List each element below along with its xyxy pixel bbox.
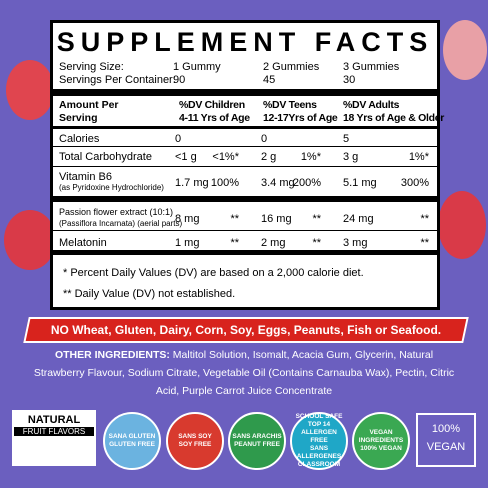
daily-value: **	[230, 237, 239, 249]
row-sublabel: (Passiflora Incarnata) (aerial parts)	[59, 219, 183, 228]
column-header: Amount Per	[59, 99, 119, 111]
amount: 2 g	[261, 151, 277, 163]
column-header: 12-17Yrs of Age	[263, 112, 338, 124]
column-header: %DV Adults	[343, 99, 400, 111]
serving-text: 2 Gummies	[263, 61, 320, 73]
daily-value: <1%*	[212, 151, 239, 163]
row-label: Vitamin B6	[59, 171, 112, 183]
serving-text: 1 Gummy	[173, 61, 221, 73]
column-header: %DV Children	[179, 99, 245, 111]
badge: NATURAL FRUIT FLAVORS	[12, 410, 96, 466]
footnote: ** Daily Value (DV) not established.	[63, 288, 236, 300]
badge-text: CLASSROOM	[297, 461, 341, 468]
strawberry	[6, 60, 54, 120]
facts-panel: SUPPLEMENT FACTS Serving Size: 1 Gummy 2 Gu…	[50, 20, 444, 310]
badge-text: 100%	[431, 423, 461, 435]
row-label: Melatonin	[59, 237, 107, 249]
daily-value: **	[230, 213, 239, 225]
amount: <1 g	[175, 151, 197, 163]
rule	[53, 196, 437, 202]
daily-value: **	[420, 237, 429, 249]
title: SUPPLEMENT FACTS	[56, 27, 434, 57]
badge-text: GLUTEN FREE	[109, 441, 155, 448]
badge-text: PEANUT FREE	[234, 441, 280, 448]
badge-text: 100% VEGAN	[360, 445, 402, 452]
amount: 2 mg	[261, 237, 286, 249]
badge-text: NATURAL	[27, 414, 81, 426]
ingredients: OTHER INGREDIENTS: Maltitol Solution, Is…	[30, 346, 458, 400]
serving-text: 30	[343, 74, 356, 86]
amount: 8 mg	[175, 213, 200, 225]
badge-text: TOP 14 ALLERGEN FREE	[301, 421, 337, 444]
amount: 5	[343, 133, 350, 145]
rule	[53, 250, 437, 255]
badge: SANS ARACHIS PEANUT FREE	[228, 412, 286, 470]
column-header: 18 Yrs of Age & Older	[343, 112, 445, 124]
serving-text: Servings Per Container:	[59, 74, 176, 86]
rule	[53, 126, 437, 129]
amount: 0	[261, 133, 268, 145]
strawberry	[4, 210, 56, 270]
badge-text: SANS SOY	[178, 433, 212, 440]
badge-text: FRUIT FLAVORS	[14, 427, 94, 436]
row-label: Passion flower extract (10:1)	[59, 207, 174, 217]
strawberry	[443, 20, 487, 80]
row-sublabel: (as Pyridoxine Hydrochloride)	[59, 183, 164, 192]
amount: 24 mg	[343, 213, 374, 225]
daily-value: 1%*	[408, 151, 429, 163]
amount: 1.7 mg	[175, 177, 209, 189]
badge: SCHOOL SAFE TOP 14 ALLERGEN FREE SANS ALLE…	[290, 412, 348, 470]
amount: 3 g	[343, 151, 359, 163]
amount: 1 mg	[175, 237, 200, 249]
daily-value: 300%	[400, 177, 429, 189]
column-header: 4-11 Yrs of Age	[179, 112, 250, 124]
rule	[53, 166, 437, 167]
rule	[53, 146, 437, 147]
rule	[53, 89, 437, 96]
badge-text: SOY FREE	[178, 441, 212, 448]
badge: SANA GLUTEN GLUTEN FREE	[103, 412, 161, 470]
rule	[53, 230, 437, 231]
column-header: %DV Teens	[263, 99, 317, 111]
row-label: Total Carbohydrate	[59, 151, 152, 163]
row-label: Calories	[59, 133, 100, 145]
amount: 5.1 mg	[343, 177, 377, 189]
footnote: * Percent Daily Values (DV) are based on…	[63, 267, 364, 279]
badge-text: VEGAN	[426, 441, 466, 453]
strawberry	[438, 191, 486, 259]
badge-text: SCHOOL SAFE	[295, 413, 343, 420]
badge-text: SANS ALLERGENES	[296, 445, 342, 460]
badge-text: SANA GLUTEN	[108, 433, 156, 440]
daily-value: 1%*	[300, 151, 321, 163]
amount: 3.4 mg	[261, 177, 295, 189]
ingredients-label: OTHER INGREDIENTS:	[54, 349, 170, 361]
badge-text: SANS ARACHIS	[232, 433, 282, 440]
serving-text: 45	[263, 74, 276, 86]
daily-value: 200%	[292, 177, 321, 189]
badge: 100% VEGAN	[416, 413, 476, 467]
daily-value: 100%	[210, 177, 239, 189]
banner: NO Wheat, Gluten, Dairy, Corn, Soy, Eggs…	[50, 323, 442, 337]
badge: SANS SOY SOY FREE	[166, 412, 224, 470]
amount: 3 mg	[343, 237, 368, 249]
column-header: Serving	[59, 112, 98, 124]
ingredients-text: Maltitol Solution, Isomalt, Acacia Gum, …	[33, 349, 455, 397]
serving-text: 90	[173, 74, 186, 86]
daily-value: **	[312, 237, 321, 249]
badge: VEGAN INGREDIENTS 100% VEGAN	[352, 412, 410, 470]
daily-value: **	[420, 213, 429, 225]
badge-text: VEGAN INGREDIENTS	[358, 429, 404, 444]
amount: 0	[175, 133, 182, 145]
serving-text: Serving Size:	[59, 61, 124, 73]
daily-value: **	[312, 213, 321, 225]
serving-text: 3 Gummies	[343, 61, 400, 73]
amount: 16 mg	[261, 213, 292, 225]
